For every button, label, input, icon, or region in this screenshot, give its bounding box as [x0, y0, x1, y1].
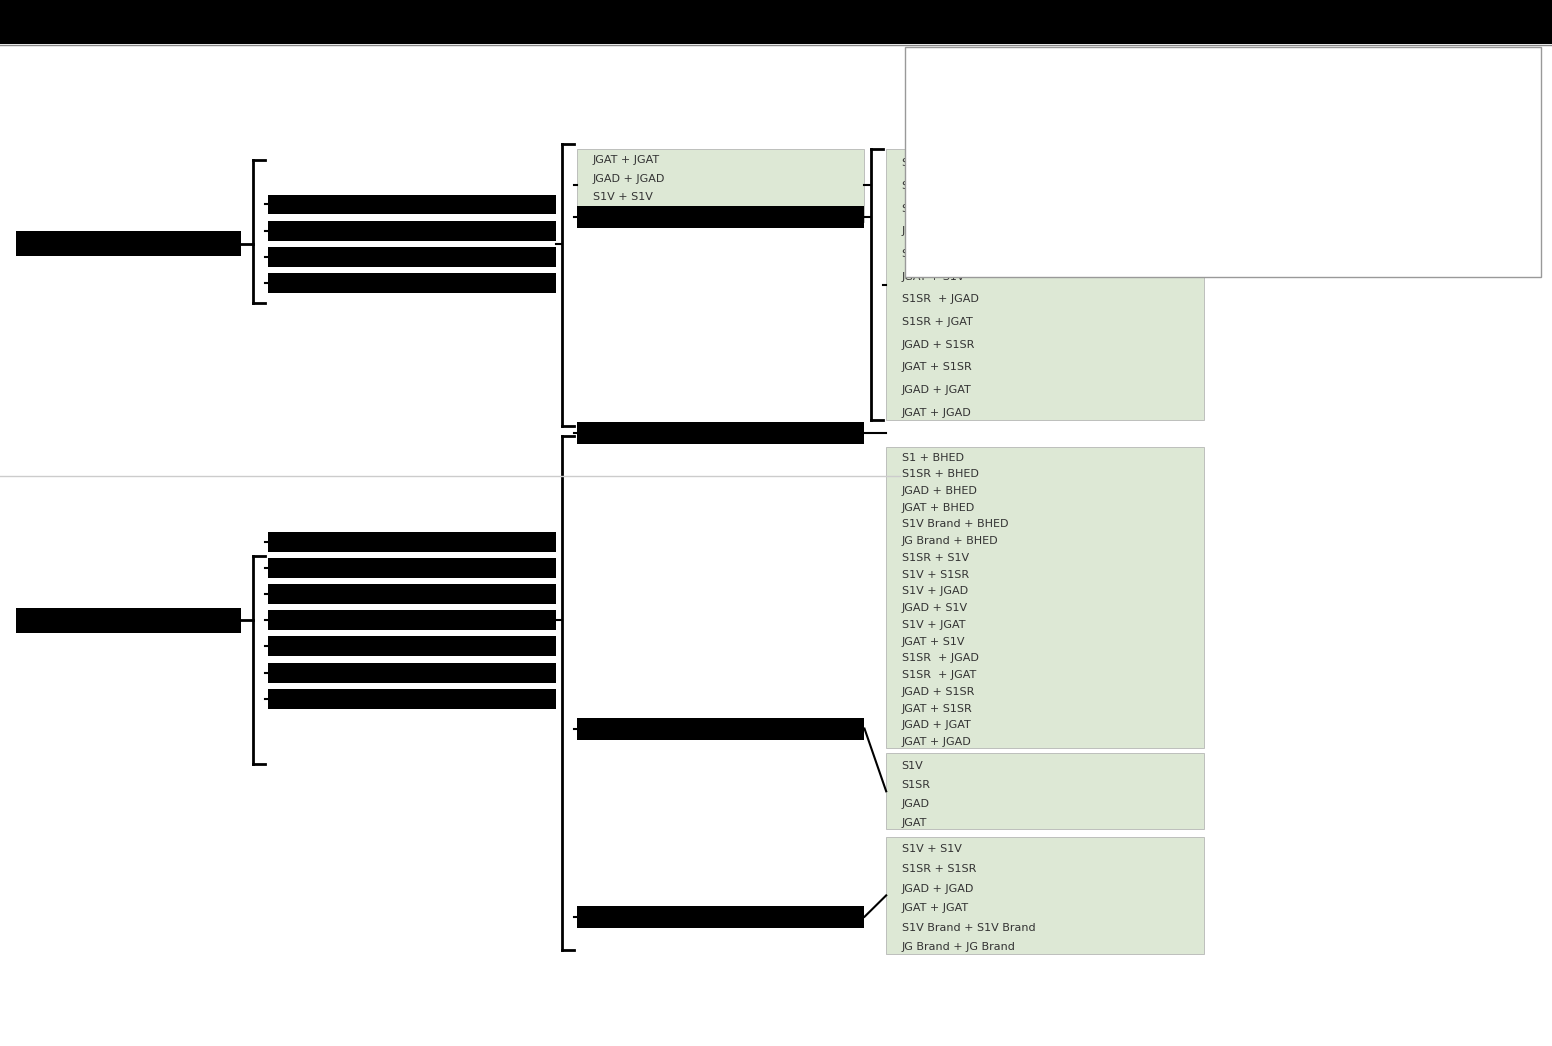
FancyBboxPatch shape [886, 837, 1204, 954]
Text: JGAD + S1V: JGAD + S1V [902, 604, 968, 613]
Text: This document is intended to
visualize how a few base templates
combine to form : This document is intended to visualize h… [923, 87, 1161, 229]
FancyBboxPatch shape [16, 231, 241, 256]
Text: JGAT + S1V: JGAT + S1V [902, 637, 965, 646]
Text: S1V + JGAT: S1V + JGAT [902, 620, 965, 630]
Text: JGAD: JGAD [281, 562, 314, 574]
Text: Grandchild Template: Grandchild Template [733, 15, 894, 29]
Text: Base Asset Archetype: Base Asset Archetype [16, 15, 186, 29]
Text: JGAD + JGAT: JGAD + JGAT [902, 385, 972, 395]
Text: S1V + S1V: S1V + S1V [593, 192, 653, 202]
Text: S1V Brand: S1V Brand [281, 640, 351, 653]
Text: JG Brand + JG Brand: JG Brand + JG Brand [902, 942, 1015, 952]
Text: JGAT: JGAT [281, 198, 312, 211]
Text: JGAD + S1SR: JGAD + S1SR [902, 687, 975, 697]
Text: S1SR + BHED: S1SR + BHED [902, 470, 979, 479]
FancyBboxPatch shape [268, 247, 556, 267]
Text: S1V + S1SR: S1V + S1SR [902, 181, 968, 191]
FancyBboxPatch shape [268, 195, 556, 214]
Text: JGAT + JGAT: JGAT + JGAT [902, 903, 968, 913]
Text: S1SR  + JGAT: S1SR + JGAT [902, 670, 976, 680]
Text: S1SR: S1SR [281, 614, 315, 627]
FancyBboxPatch shape [268, 636, 556, 657]
Text: 2-SKU Case Card: 2-SKU Case Card [590, 210, 702, 224]
Text: JGAT: JGAT [281, 536, 312, 548]
Text: S1V + S1SR: S1V + S1SR [902, 570, 968, 579]
Text: S1V: S1V [281, 588, 307, 600]
Text: S1V + JGAD: S1V + JGAD [902, 204, 968, 213]
FancyBboxPatch shape [268, 584, 556, 604]
Text: JGAT + S1V: JGAT + S1V [902, 272, 965, 281]
Text: Menu Insert - 1-sided: Menu Insert - 1-sided [590, 722, 731, 735]
Text: S1SR: S1SR [902, 779, 931, 790]
Text: S1V: S1V [902, 760, 923, 771]
Text: S1V Brand + BHED: S1V Brand + BHED [902, 520, 1009, 529]
FancyBboxPatch shape [886, 149, 1204, 420]
Text: S1SR: S1SR [281, 276, 315, 290]
FancyBboxPatch shape [886, 753, 1204, 829]
Text: BHED Brand: BHED Brand [281, 692, 362, 705]
Text: Case Card: Case Card [28, 237, 98, 250]
Text: S1SR + JGAT: S1SR + JGAT [902, 317, 973, 327]
Text: S1SR + S1V: S1SR + S1V [902, 553, 968, 563]
FancyBboxPatch shape [268, 559, 556, 577]
FancyBboxPatch shape [577, 718, 864, 740]
Text: S1V Brand + S1V Brand: S1V Brand + S1V Brand [902, 923, 1035, 933]
FancyBboxPatch shape [577, 149, 864, 222]
Text: JGAD + JGAT: JGAD + JGAT [902, 721, 972, 730]
Text: Table Tent Combos: Table Tent Combos [590, 426, 714, 439]
FancyBboxPatch shape [16, 608, 241, 633]
FancyBboxPatch shape [268, 221, 556, 241]
Text: S1SR  + JGAD: S1SR + JGAD [902, 294, 979, 304]
Text: S1SR + S1SR: S1SR + S1SR [902, 864, 976, 874]
Text: JGAD: JGAD [902, 799, 930, 809]
Text: Parent Template: Parent Template [276, 15, 405, 29]
FancyBboxPatch shape [886, 447, 1204, 748]
Text: JG Brand: JG Brand [281, 666, 338, 679]
Text: JGAT + S1SR: JGAT + S1SR [902, 704, 973, 713]
Text: S1V: S1V [281, 250, 307, 264]
Text: JGAT + BHED: JGAT + BHED [902, 503, 975, 513]
Text: Menu Insert - 2-sided: Menu Insert - 2-sided [590, 910, 731, 924]
FancyBboxPatch shape [268, 273, 556, 293]
Text: JGAT + JGAD: JGAT + JGAD [902, 408, 972, 417]
Text: JGAD: JGAD [281, 224, 314, 237]
FancyBboxPatch shape [268, 531, 556, 552]
Text: S1V + JGAT: S1V + JGAT [902, 249, 965, 259]
Text: Child Template: Child Template [532, 15, 649, 29]
Text: JG Brand + BHED: JG Brand + BHED [902, 537, 998, 546]
FancyBboxPatch shape [905, 47, 1541, 277]
FancyBboxPatch shape [268, 689, 556, 709]
FancyBboxPatch shape [268, 610, 556, 630]
Text: JGAT + S1SR: JGAT + S1SR [902, 362, 973, 372]
Text: S1SR  + JGAD: S1SR + JGAD [902, 654, 979, 663]
Text: S1V + JGAD: S1V + JGAD [902, 587, 968, 596]
Text: JGAT: JGAT [902, 818, 927, 827]
Text: S1V + S1V: S1V + S1V [902, 844, 962, 855]
Text: JGAD + JGAD: JGAD + JGAD [902, 884, 975, 893]
FancyBboxPatch shape [0, 0, 1552, 44]
FancyBboxPatch shape [577, 422, 864, 444]
Text: Instructions: Instructions [923, 60, 1017, 73]
FancyBboxPatch shape [577, 906, 864, 928]
Text: JGAT + JGAD: JGAT + JGAD [902, 737, 972, 747]
Text: JGAD + BHED: JGAD + BHED [902, 486, 978, 496]
Text: S1SR + S1V: S1SR + S1V [902, 158, 968, 168]
FancyBboxPatch shape [577, 206, 864, 228]
Text: JGAD + S1SR: JGAD + S1SR [902, 340, 975, 349]
Text: JGAD + JGAD: JGAD + JGAD [593, 174, 666, 184]
Text: JGAD + S1V: JGAD + S1V [902, 226, 968, 236]
FancyBboxPatch shape [268, 663, 556, 683]
Text: JGAT + JGAT: JGAT + JGAT [593, 156, 660, 165]
Text: Table Tent: Table Tent [28, 614, 99, 627]
Text: S1 + BHED: S1 + BHED [902, 453, 964, 462]
Text: S1SR + S1SR: S1SR + S1SR [593, 210, 667, 221]
